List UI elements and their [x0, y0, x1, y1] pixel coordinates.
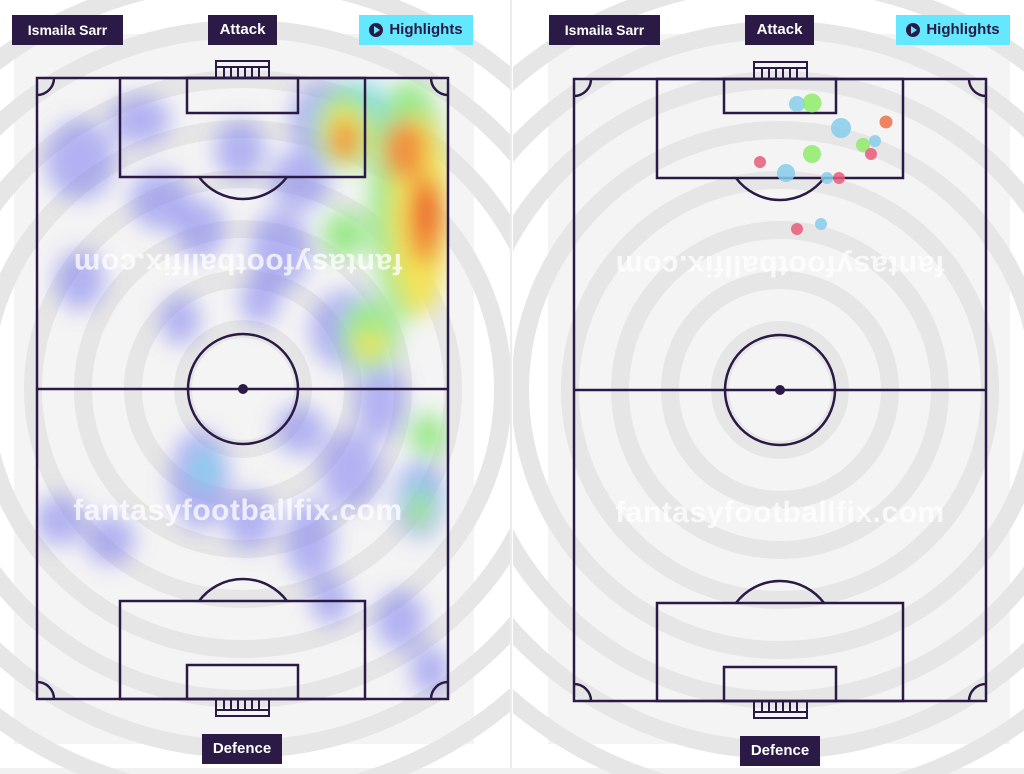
bottom-goal-icon	[753, 700, 808, 719]
shot-marker[interactable]	[865, 148, 877, 160]
centre-spot	[775, 385, 785, 395]
heatmap-panel: fantasyfootballfix.com fantasyfootballfi…	[0, 0, 510, 774]
panel-divider	[510, 0, 512, 774]
play-circle-icon	[369, 23, 384, 37]
shot-marker[interactable]	[879, 115, 893, 129]
shot-marker[interactable]	[831, 118, 851, 138]
watermark-upside-down: fantasyfootballfix.com	[73, 247, 403, 280]
heatmap-pitch	[0, 0, 510, 774]
highlights-button[interactable]: Highlights	[359, 15, 473, 45]
watermark: fantasyfootballfix.com	[73, 494, 403, 527]
shot-marker[interactable]	[777, 164, 795, 182]
bottom-strip	[0, 768, 1024, 774]
attack-label: Attack	[745, 15, 814, 45]
shot-marker[interactable]	[791, 223, 803, 235]
play-circle-icon	[906, 23, 921, 37]
shot-marker[interactable]	[789, 96, 805, 112]
attack-label: Attack	[208, 15, 277, 45]
shot-marker[interactable]	[802, 93, 822, 113]
highlights-button-label: Highlights	[389, 21, 463, 38]
shot-marker[interactable]	[815, 218, 827, 230]
watermark: fantasyfootballfix.com	[615, 496, 945, 529]
centre-spot	[238, 384, 248, 394]
top-goal-icon	[215, 60, 270, 79]
top-goal-icon	[753, 61, 808, 80]
shot-marker[interactable]	[856, 138, 870, 152]
shot-marker[interactable]	[803, 145, 821, 163]
player-name-label: Ismaila Sarr	[549, 15, 660, 45]
shot-markers	[754, 93, 893, 235]
shotmap-panel: fantasyfootballfix.com fantasyfootballfi…	[513, 0, 1024, 774]
highlights-button[interactable]: Highlights	[896, 15, 1010, 45]
watermark-upside-down: fantasyfootballfix.com	[615, 249, 945, 282]
shot-marker[interactable]	[833, 172, 845, 184]
player-name-label: Ismaila Sarr	[12, 15, 123, 45]
shotmap-pitch	[513, 0, 1024, 774]
defence-label: Defence	[202, 734, 282, 764]
highlights-button-label: Highlights	[926, 21, 1000, 38]
shot-marker[interactable]	[754, 156, 766, 168]
shot-marker[interactable]	[821, 172, 833, 184]
heatmap-layer	[37, 80, 448, 695]
defence-label: Defence	[740, 736, 820, 766]
shot-marker[interactable]	[869, 135, 881, 147]
bottom-goal-icon	[215, 698, 270, 717]
